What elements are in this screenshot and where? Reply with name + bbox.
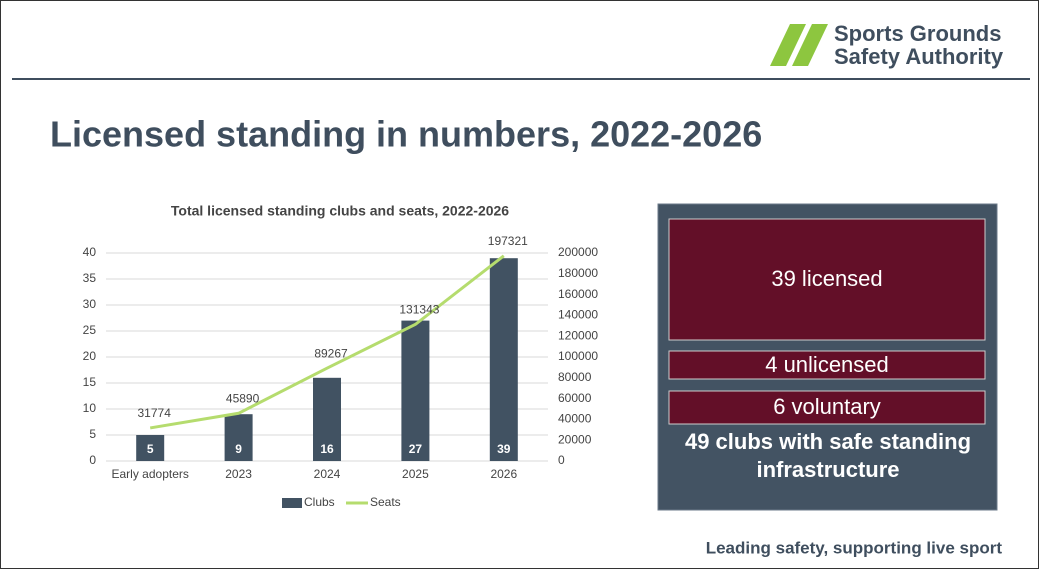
value-label: 16 <box>320 442 334 456</box>
y2-tick-label: 80000 <box>558 370 592 384</box>
bar <box>489 258 518 461</box>
legend-label: Seats <box>370 495 401 509</box>
x-tick-label: 2024 <box>314 467 341 481</box>
line <box>149 254 505 430</box>
y-tick-label: 15 <box>83 375 97 389</box>
y2-tick-label: 100000 <box>558 349 598 363</box>
logo-stripe <box>792 24 828 66</box>
value-label: 197321 <box>488 234 528 248</box>
slide-title: Licensed standing in numbers, 2022-2026 <box>50 114 762 155</box>
value-label: 45890 <box>226 391 260 405</box>
y-tick-label: 35 <box>83 271 97 285</box>
value-label: 27 <box>409 442 423 456</box>
y2-tick-label: 60000 <box>558 391 592 405</box>
value-label: 89267 <box>314 346 348 360</box>
bar <box>313 377 341 461</box>
footer: Leading safety, supporting live sport <box>706 538 1003 557</box>
value-label: 131343 <box>399 303 439 317</box>
x-tick-label: 2026 <box>490 467 517 481</box>
bar <box>224 414 253 461</box>
x-tick-label: 2025 <box>402 467 429 481</box>
x-tick-label: 2023 <box>225 467 252 481</box>
y2-tick-label: 20000 <box>558 432 592 446</box>
summary-box <box>668 350 986 380</box>
y2-tick-label: 180000 <box>558 266 598 280</box>
summary-text: infrastructure <box>756 457 899 482</box>
logo-text: Sports Grounds <box>834 21 1001 46</box>
summary-text: 49 clubs with safe standing <box>685 429 971 454</box>
legend-label: Clubs <box>304 495 335 509</box>
chart-title: Total licensed standing clubs and seats,… <box>171 203 509 219</box>
y-tick-label: 30 <box>83 297 97 311</box>
logo-stripe <box>770 24 806 66</box>
box-label: 39 licensed <box>771 266 882 291</box>
y2-tick-label: 40000 <box>558 412 592 426</box>
value-label: 39 <box>497 442 511 456</box>
y-tick-label: 10 <box>83 401 97 415</box>
value-label: 31774 <box>138 406 172 420</box>
box-label: 6 voluntary <box>773 394 881 419</box>
y-tick-label: 0 <box>89 453 96 467</box>
value-label: 9 <box>235 442 242 456</box>
box-label: 4 unlicensed <box>765 352 889 377</box>
y-tick-label: 5 <box>89 427 96 441</box>
bar <box>401 320 430 461</box>
y-tick-label: 20 <box>83 349 97 363</box>
y2-tick-label: 160000 <box>558 287 598 301</box>
logo-text: Safety Authority <box>834 44 1004 69</box>
y2-tick-label: 120000 <box>558 328 598 342</box>
bar <box>136 435 165 461</box>
summary-box <box>668 218 986 341</box>
y-tick-label: 40 <box>83 245 97 259</box>
y-tick-label: 25 <box>83 323 97 337</box>
y2-tick-label: 0 <box>558 453 565 467</box>
y2-tick-label: 140000 <box>558 308 598 322</box>
summary-box <box>668 390 986 425</box>
y2-tick-label: 200000 <box>558 245 598 259</box>
legend-swatch <box>282 498 302 508</box>
value-label: 5 <box>147 442 154 456</box>
x-tick-label: Early adopters <box>112 467 189 481</box>
